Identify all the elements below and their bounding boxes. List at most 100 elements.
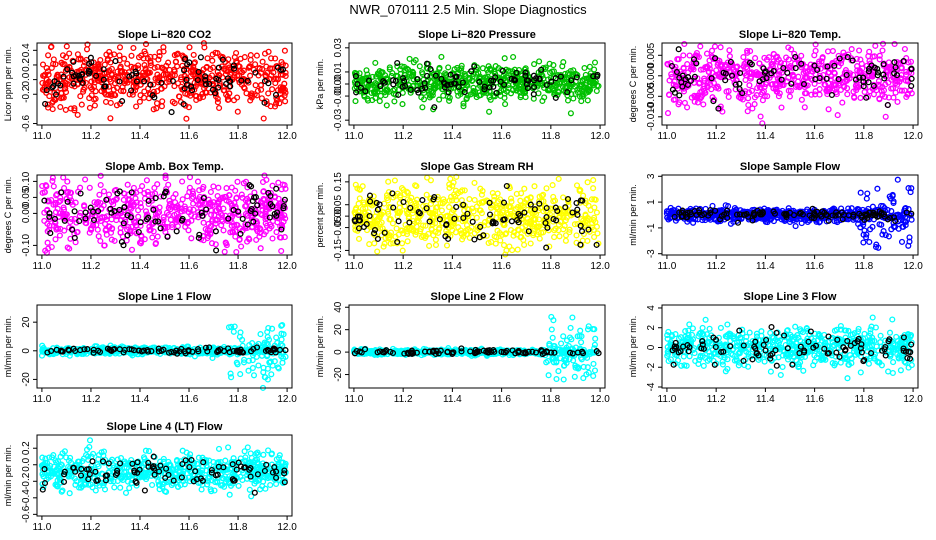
- data-point: [510, 53, 517, 61]
- panel-title: Slope Gas Stream RH: [420, 161, 533, 173]
- data-point-black: [508, 218, 515, 225]
- data-point: [160, 44, 167, 51]
- data-point-black: [230, 62, 237, 69]
- data-point: [507, 195, 515, 202]
- data-point: [514, 246, 521, 253]
- data-point: [848, 46, 855, 53]
- data-point: [238, 243, 245, 250]
- data-point: [460, 100, 467, 107]
- data-point-black: [70, 58, 77, 65]
- data-point: [372, 94, 379, 102]
- data-point: [208, 72, 216, 79]
- data-point: [593, 209, 600, 216]
- data-point: [86, 184, 93, 191]
- data-point: [252, 61, 259, 68]
- data-point: [466, 196, 473, 203]
- data-point: [267, 103, 274, 110]
- data-point-black: [180, 67, 188, 74]
- data-point: [273, 229, 280, 236]
- data-point: [757, 113, 764, 120]
- points: [39, 40, 289, 122]
- data-point: [492, 240, 499, 247]
- data-point: [384, 87, 391, 94]
- data-point: [269, 235, 276, 242]
- data-point: [154, 181, 161, 188]
- data-point: [268, 72, 275, 79]
- data-point: [281, 86, 288, 93]
- data-point: [185, 104, 192, 111]
- data-point: [108, 65, 115, 72]
- data-point-black: [238, 77, 245, 84]
- y-tick-label: -3: [646, 249, 657, 258]
- data-point: [426, 242, 433, 249]
- data-point: [370, 88, 378, 95]
- data-point: [43, 76, 50, 83]
- data-point: [549, 182, 556, 189]
- data-point: [554, 80, 561, 87]
- data-point: [546, 60, 553, 67]
- data-point: [383, 102, 390, 109]
- panel-title: Slope Line 1 Flow: [118, 291, 211, 303]
- data-point: [66, 50, 73, 57]
- plot-frame: [36, 42, 293, 126]
- data-point-black: [395, 218, 402, 225]
- data-point-black: [79, 70, 86, 78]
- x-tick-label: 12.0: [590, 261, 610, 272]
- data-point: [726, 47, 733, 54]
- x-tick-label: 11.8: [229, 131, 248, 142]
- data-point: [257, 245, 264, 252]
- data-point: [64, 178, 71, 185]
- y-tick-label: 0.05: [333, 195, 344, 215]
- data-point: [122, 77, 129, 84]
- data-point-black: [424, 72, 431, 79]
- data-point: [63, 54, 70, 61]
- data-point: [257, 331, 264, 338]
- data-point-black: [202, 81, 210, 88]
- data-point-black: [151, 94, 158, 101]
- data-point: [272, 55, 279, 62]
- data-point: [507, 90, 515, 97]
- data-point: [391, 177, 398, 184]
- data-point: [543, 185, 550, 192]
- data-point: [445, 64, 452, 71]
- data-point: [394, 63, 401, 70]
- data-point: [57, 103, 64, 111]
- x-tick-label: 11.2: [707, 131, 726, 142]
- data-point: [142, 41, 150, 48]
- data-point: [352, 98, 359, 105]
- data-point: [531, 183, 538, 190]
- data-point: [108, 91, 115, 98]
- data-point-black: [64, 66, 71, 73]
- data-point: [199, 90, 206, 97]
- data-point: [369, 73, 376, 80]
- data-point: [569, 71, 576, 78]
- data-point: [259, 58, 266, 65]
- data-point: [153, 105, 160, 112]
- data-point: [155, 56, 162, 63]
- data-point: [697, 43, 704, 50]
- data-point: [419, 69, 426, 76]
- data-point-black: [365, 77, 373, 84]
- data-point: [472, 90, 479, 98]
- data-point: [52, 236, 59, 243]
- data-point: [745, 95, 752, 102]
- data-point: [56, 232, 63, 239]
- data-point-black: [100, 66, 107, 73]
- x-tick-label: 11.8: [541, 131, 560, 142]
- data-point: [50, 60, 57, 67]
- data-point: [86, 104, 93, 111]
- data-point: [856, 47, 863, 54]
- data-point-black: [119, 98, 126, 105]
- x-tick-label: 12.0: [277, 261, 297, 272]
- data-point: [150, 88, 157, 95]
- data-point: [137, 92, 144, 99]
- points: [351, 173, 602, 258]
- data-point: [590, 185, 597, 192]
- data-point: [591, 59, 599, 66]
- data-point: [556, 233, 563, 240]
- y-tick-label: -0.2: [21, 85, 32, 103]
- data-point: [47, 44, 55, 51]
- data-point-black: [71, 208, 78, 215]
- data-point-black: [239, 215, 246, 222]
- data-point: [169, 98, 176, 105]
